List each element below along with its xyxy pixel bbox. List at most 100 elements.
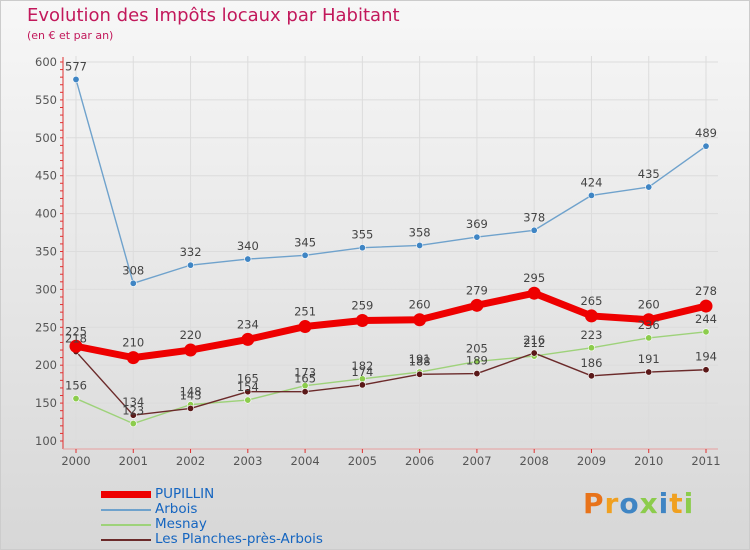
data-point-les-planches-pres-arbois-2005 <box>358 381 366 389</box>
data-point-pupillin-2011 <box>699 299 713 313</box>
data-point-arbois-2006 <box>416 241 424 249</box>
data-label-arbois-2005: 355 <box>351 228 373 242</box>
data-label-mesnay-2006: 191 <box>409 352 431 366</box>
data-point-pupillin-2006 <box>413 313 427 327</box>
data-label-les-planches-pres-arbois-2002: 143 <box>180 388 202 402</box>
data-label-les-planches-pres-arbois-2000: 218 <box>65 332 87 346</box>
data-label-les-planches-pres-arbois-2001: 134 <box>122 395 144 409</box>
legend-item-les-planches: Les Planches-près-Arbois <box>101 531 361 547</box>
logo-letter: i <box>683 487 695 520</box>
data-point-les-planches-pres-arbois-2008 <box>530 349 538 357</box>
data-point-pupillin-2005 <box>355 313 369 327</box>
data-point-pupillin-2000 <box>69 339 83 353</box>
data-point-les-planches-pres-arbois-2007 <box>473 370 481 378</box>
data-label-arbois-2007: 369 <box>466 217 488 231</box>
data-label-pupillin-2009: 265 <box>580 294 602 308</box>
y-tick-label-200: 200 <box>35 358 57 372</box>
data-label-pupillin-2004: 251 <box>294 305 316 319</box>
data-label-les-planches-pres-arbois-2005: 174 <box>351 365 373 379</box>
legend-label-arbois: Arbois <box>155 501 198 517</box>
chart-grid <box>66 56 718 442</box>
data-point-pupillin-2008 <box>527 286 541 300</box>
data-point-les-planches-pres-arbois-2010 <box>645 368 653 376</box>
legend-label-mesnay: Mesnay <box>155 516 207 532</box>
data-point-les-planches-pres-arbois-2004 <box>301 388 309 396</box>
y-tick-label-400: 400 <box>35 207 57 221</box>
data-label-arbois-2003: 340 <box>237 239 259 253</box>
x-tick-label-2003: 2003 <box>233 454 262 468</box>
data-label-pupillin-2003: 234 <box>237 317 259 331</box>
x-tick-label-2001: 2001 <box>119 454 148 468</box>
y-tick-label-300: 300 <box>35 282 57 296</box>
y-tick-label-450: 450 <box>35 169 57 183</box>
data-point-mesnay-2000 <box>72 395 80 403</box>
data-label-les-planches-pres-arbois-2011: 194 <box>695 350 717 364</box>
data-label-les-planches-pres-arbois-2003: 165 <box>237 372 259 386</box>
data-point-arbois-2009 <box>587 191 595 199</box>
data-label-mesnay-2002: 148 <box>180 385 202 399</box>
data-point-mesnay-2003 <box>244 396 252 404</box>
data-point-arbois-2005 <box>358 244 366 252</box>
data-label-arbois-2004: 345 <box>294 235 316 249</box>
data-point-pupillin-2004 <box>298 320 312 334</box>
legend-swatch-mesnay <box>101 524 151 526</box>
x-tick-label-2009: 2009 <box>577 454 606 468</box>
data-point-les-planches-pres-arbois-2009 <box>587 372 595 380</box>
y-tick-label-250: 250 <box>35 320 57 334</box>
series-line-les-planches-pres-arbois <box>75 350 707 416</box>
data-label-pupillin-2002: 220 <box>180 328 202 342</box>
data-point-mesnay-2001 <box>129 420 137 428</box>
data-point-pupillin-2002 <box>184 343 198 357</box>
x-tick-label-2005: 2005 <box>348 454 377 468</box>
data-label-arbois-2006: 358 <box>409 225 431 239</box>
data-label-mesnay-2010: 236 <box>638 318 660 332</box>
data-label-pupillin-2011: 278 <box>695 284 717 298</box>
data-label-pupillin-2001: 210 <box>122 336 144 350</box>
logo-letter: x <box>639 487 659 520</box>
data-label-pupillin-2005: 259 <box>351 298 373 312</box>
x-tick-label-2002: 2002 <box>176 454 205 468</box>
data-label-pupillin-2007: 279 <box>466 283 488 297</box>
y-tick-label-150: 150 <box>35 396 57 410</box>
logo-letter: r <box>604 487 620 520</box>
logo-letter: P <box>583 487 605 520</box>
data-point-pupillin-2010 <box>642 313 656 327</box>
y-tick-label-550: 550 <box>35 93 57 107</box>
data-label-arbois-2000: 577 <box>65 59 87 73</box>
data-point-les-planches-pres-arbois-2001 <box>129 411 137 419</box>
data-labels: 577 308 332 340 345 355 358 369 378 424 435 489 156 1… <box>65 59 717 417</box>
data-label-mesnay-2007: 205 <box>466 341 488 355</box>
chart-axes: 100 150 200 250 300 350 400 450 500 550 600 2000 200… <box>35 55 721 468</box>
series-points <box>69 75 713 428</box>
data-label-pupillin-2006: 260 <box>409 298 431 312</box>
data-point-arbois-2003 <box>244 255 252 263</box>
data-point-arbois-2002 <box>187 261 195 269</box>
data-label-arbois-2002: 332 <box>180 245 202 259</box>
legend-label-les-planches: Les Planches-près-Arbois <box>155 531 323 547</box>
x-tick-label-2008: 2008 <box>520 454 549 468</box>
x-tick-label-2006: 2006 <box>405 454 434 468</box>
data-point-les-planches-pres-arbois-2006 <box>416 370 424 378</box>
data-point-mesnay-2011 <box>702 328 710 336</box>
data-label-les-planches-pres-arbois-2006: 188 <box>409 354 431 368</box>
chart-title: Evolution des Impôts locaux par Habitant <box>27 5 400 26</box>
data-point-les-planches-pres-arbois-2003 <box>244 388 252 396</box>
data-point-pupillin-2007 <box>470 298 484 312</box>
data-label-pupillin-2010: 260 <box>638 298 660 312</box>
data-point-pupillin-2001 <box>126 351 140 365</box>
chart-subtitle: (en € et par an) <box>27 29 114 42</box>
y-tick-label-100: 100 <box>35 434 57 448</box>
data-label-arbois-2010: 435 <box>638 167 660 181</box>
data-point-arbois-2008 <box>530 226 538 234</box>
data-point-mesnay-2009 <box>587 344 595 352</box>
series-line-mesnay <box>75 331 707 425</box>
proxiti-logo: Proxiti <box>583 487 694 520</box>
data-label-pupillin-2008: 295 <box>523 271 545 285</box>
data-point-arbois-2000 <box>72 75 80 83</box>
data-label-mesnay-2003: 154 <box>237 380 259 394</box>
data-point-les-planches-pres-arbois-2002 <box>187 404 195 412</box>
data-label-les-planches-pres-arbois-2010: 191 <box>638 352 660 366</box>
data-label-arbois-2001: 308 <box>122 263 144 277</box>
data-point-pupillin-2009 <box>584 309 598 323</box>
legend-label-pupillin: PUPILLIN <box>155 486 215 502</box>
